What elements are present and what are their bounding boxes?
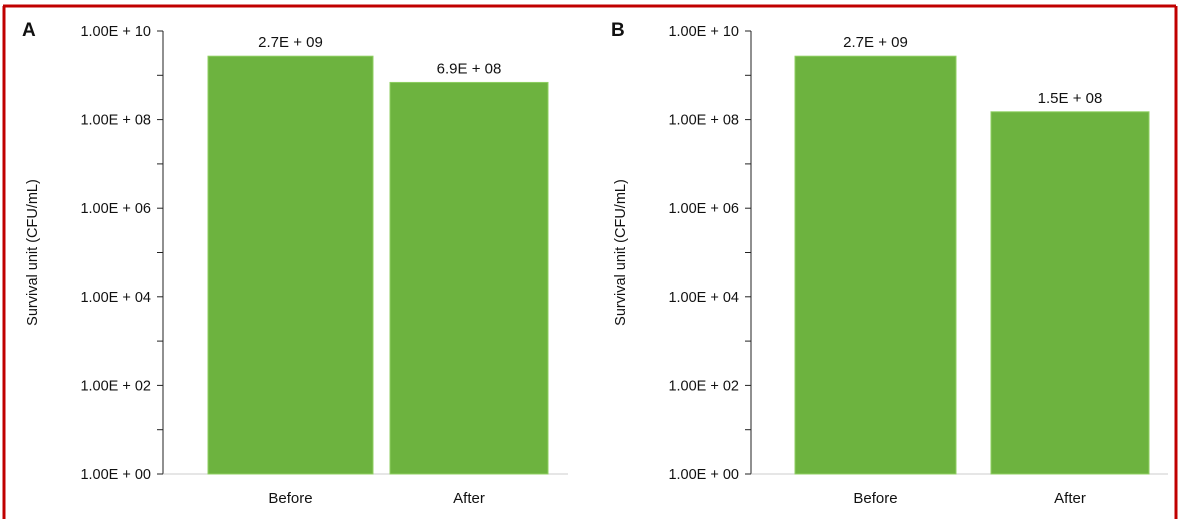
y-tick-label: 1.00E + 06 — [668, 201, 739, 217]
x-tick-label: Before — [853, 490, 897, 507]
data-label: 1.5E + 08 — [1038, 90, 1103, 107]
y-tick-label: 1.00E + 10 — [80, 24, 151, 40]
y-tick-label: 1.00E + 06 — [80, 201, 151, 217]
bar-before — [794, 55, 957, 475]
x-tick-label: After — [1054, 490, 1086, 507]
panel-label: A — [22, 20, 36, 41]
panel-label: B — [611, 20, 625, 41]
y-tick-label: 1.00E + 02 — [80, 378, 151, 394]
y-tick-label: 1.00E + 10 — [668, 24, 739, 40]
y-tick-label: 1.00E + 04 — [80, 290, 151, 306]
y-tick-label: 1.00E + 00 — [668, 467, 739, 483]
bar-after — [990, 111, 1150, 475]
y-axis-label: Survival unit (CFU/mL) — [613, 179, 629, 326]
y-tick-label: 1.00E + 08 — [668, 113, 739, 129]
x-tick-label: Before — [268, 490, 312, 507]
data-label: 6.9E + 08 — [437, 60, 502, 77]
y-tick-label: 1.00E + 04 — [668, 290, 739, 306]
data-label: 2.7E + 09 — [843, 34, 908, 51]
bar-after — [389, 81, 549, 475]
data-label: 2.7E + 09 — [258, 34, 323, 51]
chart-panel-a: A 1.00E + 10 1.00E + 08 1.00E + 06 1.00E + 0… — [22, 20, 568, 507]
y-tick-label: 1.00E + 02 — [668, 378, 739, 394]
bar-before — [207, 55, 374, 475]
y-axis-label: Survival unit (CFU/mL) — [25, 179, 41, 326]
y-tick-label: 1.00E + 00 — [80, 467, 151, 483]
y-tick-label: 1.00E + 08 — [80, 113, 151, 129]
x-tick-label: After — [453, 490, 485, 507]
chart-panel-b: B 1.00E + 10 1.00E + 08 1.00E + 06 1.00E + 0… — [611, 20, 1168, 507]
